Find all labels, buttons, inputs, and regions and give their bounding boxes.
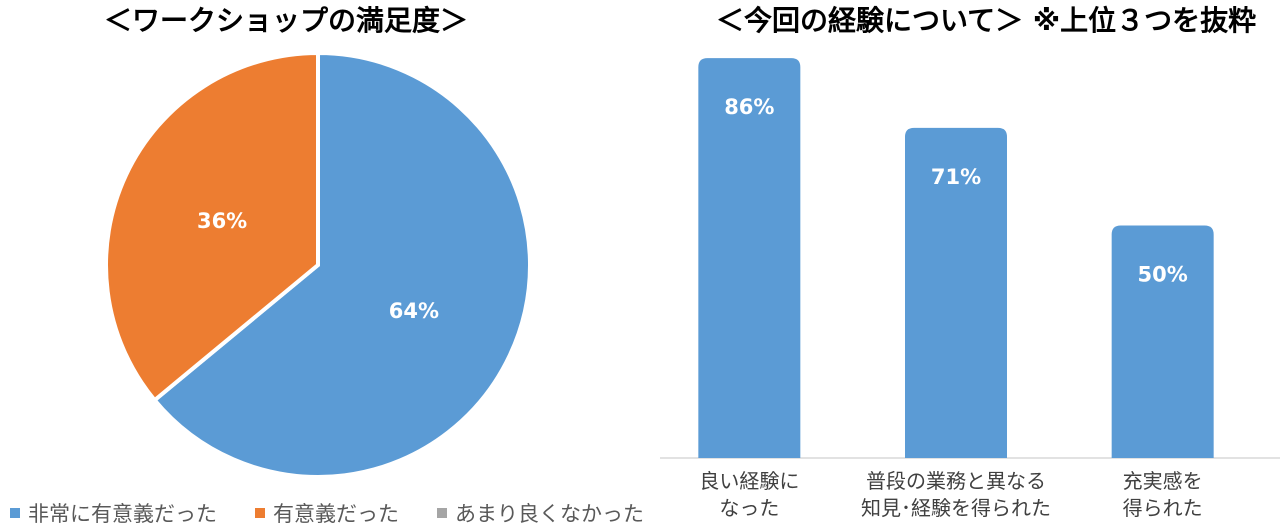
legend-label: 非常に有意義だった [28,502,217,526]
bar [698,58,801,458]
pie-data-label: 36% [197,209,247,233]
bar-data-label: 71% [931,165,981,189]
category-label: 普段の業務と異なる [866,469,1046,493]
legend-label: あまり良くなかった [455,502,644,526]
legend-item: 非常に有意義だった [10,498,217,528]
category-label: 得られた [1123,496,1203,520]
category-label: 良い経験に [699,469,799,493]
legend-label: 有意義だった [273,502,399,526]
legend-swatch [255,508,265,518]
pie-chart-title: ＜ワークショップの満足度＞ [104,4,469,37]
legend-swatch [10,508,20,518]
legend-item: 有意義だった [255,498,399,528]
category-label: なった [719,496,779,520]
bar [1111,225,1214,458]
bar [905,127,1007,458]
category-label: 知見･経験を得られた [861,496,1051,520]
pie-slice [104,50,320,403]
legend-swatch [437,508,447,518]
category-label: 充実感を [1123,469,1203,493]
pie-data-label: 64% [389,299,439,323]
legend-item: あまり良くなかった [437,498,644,528]
pie-chart: 64% 36% [104,50,532,479]
bar-data-label: 50% [1138,263,1188,287]
pie-slice [151,50,532,479]
experience-chart-panel: ＜今回の経験について＞ ※上位３つを抜粋 86% 良い経験になった 71% 普段の業務… [640,0,1280,532]
satisfaction-chart-panel: ＜ワークショップの満足度＞ 64% 36% 非常に有意義だった 有意義だった あまり良… [10,4,644,526]
bar-data-label: 86% [724,95,774,119]
pie-legend: 非常に有意義だった 有意義だった あまり良くなかった [10,498,682,528]
bar-chart-title: ＜今回の経験について＞ ※上位３つを抜粋 [716,4,1257,37]
